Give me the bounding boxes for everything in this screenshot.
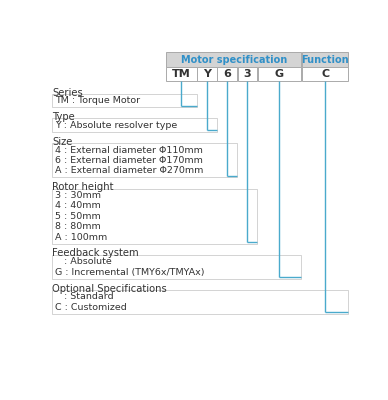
Text: Motor specification: Motor specification — [180, 54, 287, 64]
Text: Feedback system: Feedback system — [52, 248, 139, 258]
Text: 6: 6 — [223, 69, 231, 79]
Text: 6 : External diameter Φ170mm: 6 : External diameter Φ170mm — [55, 156, 203, 165]
Bar — [237, 67, 257, 81]
Text: G: G — [275, 69, 284, 79]
Bar — [197, 67, 217, 81]
Bar — [258, 67, 301, 81]
Text: G : Incremental (TMY6x/TMYAx): G : Incremental (TMY6x/TMYAx) — [55, 268, 204, 277]
Bar — [217, 67, 237, 81]
Text: C : Customized: C : Customized — [55, 303, 126, 312]
Text: Y: Y — [203, 69, 211, 79]
Text: 3 : 30mm: 3 : 30mm — [55, 191, 101, 200]
Text: 3: 3 — [244, 69, 251, 79]
Text: Size: Size — [52, 137, 73, 147]
Text: Optional Specifications: Optional Specifications — [52, 284, 167, 294]
Bar — [52, 118, 217, 132]
Bar — [52, 290, 348, 314]
Text: Series: Series — [52, 88, 83, 98]
Text: 5 : 50mm: 5 : 50mm — [55, 212, 100, 221]
Text: 4 : External diameter Φ110mm: 4 : External diameter Φ110mm — [55, 146, 203, 155]
Text: A : 100mm: A : 100mm — [55, 233, 107, 242]
Bar — [302, 67, 348, 81]
Bar — [52, 94, 197, 107]
Bar — [166, 52, 301, 67]
Text: Rotor height: Rotor height — [52, 182, 114, 192]
Bar — [166, 67, 197, 81]
Text: TM : Torque Motor: TM : Torque Motor — [55, 96, 140, 105]
Text: C: C — [321, 69, 329, 79]
Bar — [302, 52, 348, 67]
Text: Y : Absolute resolver type: Y : Absolute resolver type — [55, 121, 177, 130]
Text: A : External diameter Φ270mm: A : External diameter Φ270mm — [55, 166, 203, 176]
Text: 4 : 40mm: 4 : 40mm — [55, 202, 100, 210]
Text: : Absolute: : Absolute — [55, 257, 111, 266]
Text: : Standard: : Standard — [55, 292, 113, 301]
Text: 8 : 80mm: 8 : 80mm — [55, 222, 100, 231]
Text: TM: TM — [172, 69, 191, 79]
Bar — [52, 255, 301, 279]
Bar — [52, 143, 237, 177]
Text: Function: Function — [301, 54, 349, 64]
Bar — [52, 188, 257, 244]
Text: Type: Type — [52, 112, 75, 122]
